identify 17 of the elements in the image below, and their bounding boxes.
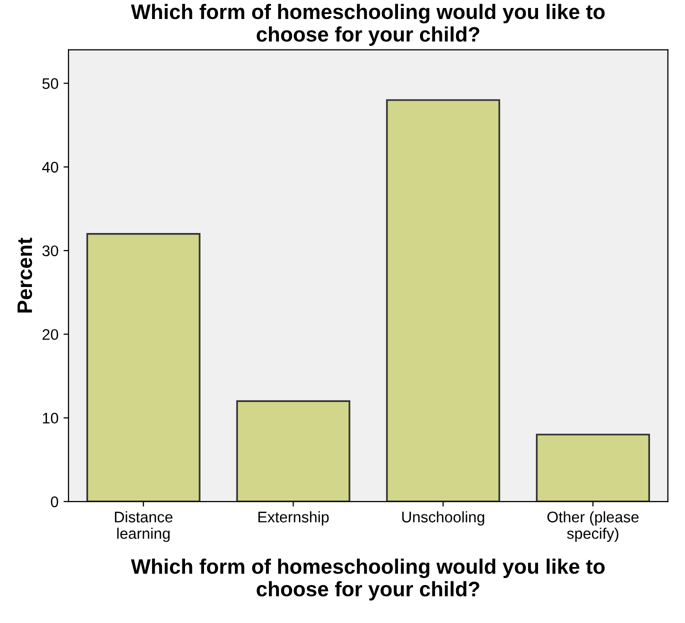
- y-tick-label: 0: [50, 496, 58, 508]
- y-tick-label: 10: [42, 412, 58, 424]
- y-tick-label: 40: [42, 162, 58, 173]
- y-tick-label: 50: [42, 78, 58, 89]
- x-tick-label: Distance learning: [114, 511, 172, 542]
- bar: [386, 99, 500, 502]
- x-tick-label: Other (please specify): [547, 511, 639, 542]
- bar: [236, 400, 350, 502]
- y-tick-label: 20: [42, 329, 58, 340]
- bar: [86, 233, 200, 502]
- x-axis-title: Which form of homeschooling would you like to choose for your child?: [130, 558, 605, 601]
- chart-title: Which form of homeschooling would you like to choose for your child?: [130, 4, 605, 46]
- x-tick-label: Unschooling: [402, 511, 484, 526]
- x-tick-label: Externship: [258, 511, 329, 526]
- y-axis-title: Percent: [18, 238, 32, 312]
- y-tick-label: 30: [42, 245, 58, 256]
- bar: [536, 434, 650, 502]
